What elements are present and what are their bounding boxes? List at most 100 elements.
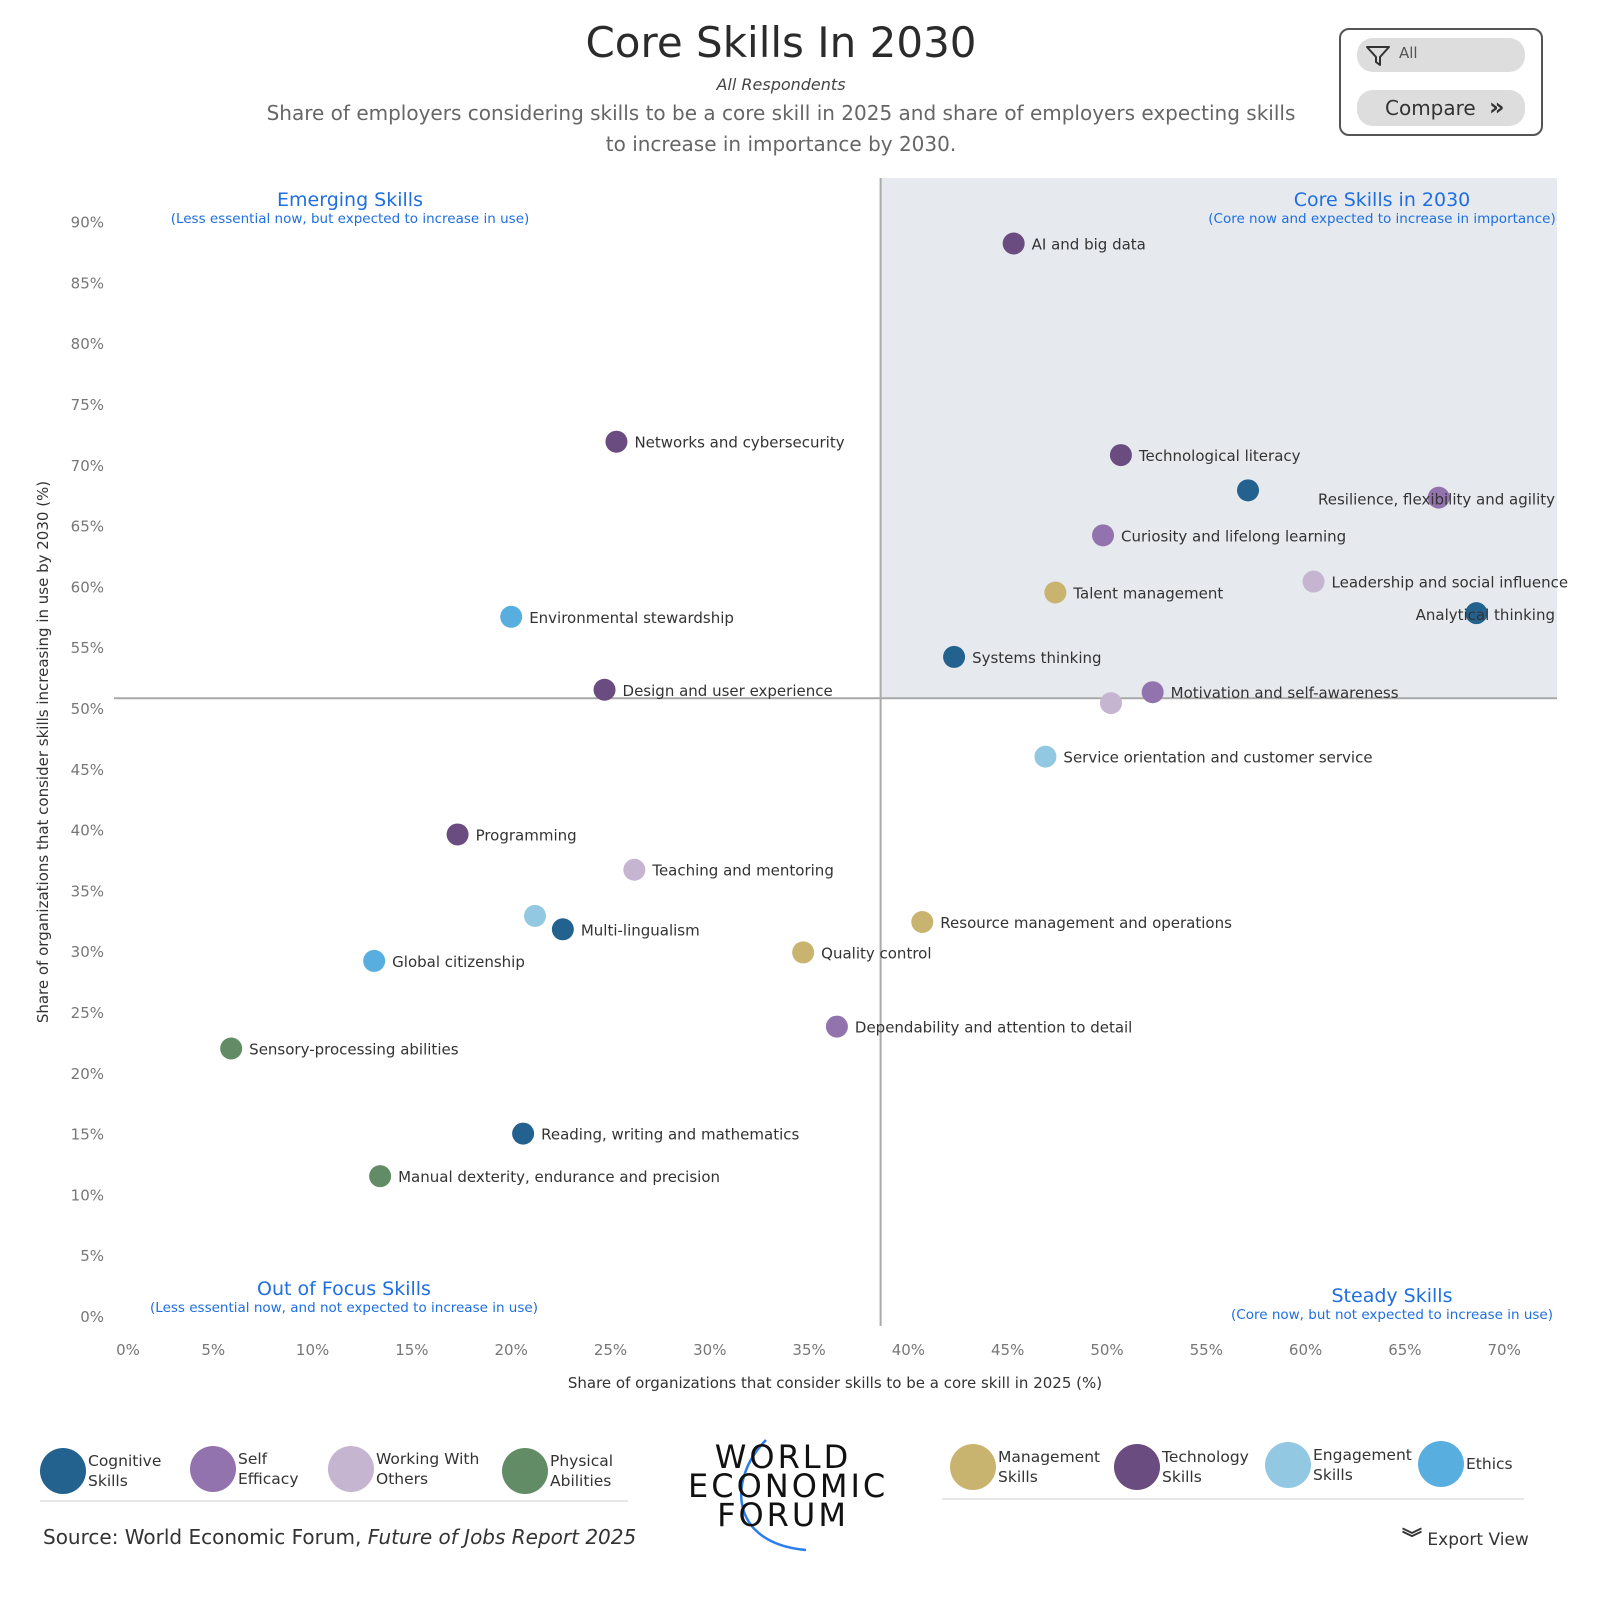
y-tick-label: 25% — [71, 1004, 104, 1022]
data-point — [1044, 581, 1067, 604]
data-point — [1427, 486, 1450, 509]
y-tick-label: 10% — [71, 1186, 104, 1204]
data-point — [1034, 745, 1057, 768]
data-label: Design and user experience — [623, 682, 833, 700]
legend-item[interactable]: Ethics — [1418, 1441, 1513, 1487]
x-tick-label: 20% — [495, 1341, 528, 1359]
legend-item[interactable]: Self Efficacy — [190, 1446, 299, 1492]
y-tick-label: 0% — [80, 1308, 104, 1326]
filter-value: All — [1399, 44, 1418, 62]
page-title: Core Skills In 2030 — [585, 18, 977, 67]
data-label: Reading, writing and mathematics — [541, 1126, 799, 1144]
wef-logo: WORLD ECONOMIC FORUM — [688, 1438, 885, 1558]
data-label: Manual dexterity, endurance and precisio… — [398, 1168, 720, 1186]
legend-swatch — [190, 1446, 236, 1492]
controls-panel: All Compare » — [1339, 28, 1543, 136]
export-view-button[interactable]: ︾ Export View — [1402, 1522, 1529, 1551]
page-description: Share of employers considering skills to… — [266, 101, 1296, 156]
y-tick-label: 85% — [71, 274, 104, 292]
data-label: Systems thinking — [972, 649, 1101, 667]
legend-item[interactable]: Management Skills — [950, 1444, 1100, 1490]
data-label: Resilience, flexibility and agility — [1318, 491, 1555, 509]
data-point — [1002, 232, 1025, 255]
legend-divider — [942, 1498, 1524, 1500]
data-point — [220, 1037, 243, 1060]
x-tick-label: 65% — [1388, 1341, 1421, 1359]
quadrant-title: Out of Focus Skills — [257, 1278, 431, 1300]
y-tick-label: 5% — [80, 1247, 104, 1265]
quadrant-label-emerging: Emerging Skills (Less essential now, but… — [150, 189, 550, 227]
compare-button[interactable]: Compare » — [1357, 90, 1525, 126]
legend-item[interactable]: Physical Abilities — [502, 1448, 613, 1494]
data-label: Leadership and social influence — [1332, 574, 1569, 592]
source-prefix: Source: World Economic Forum, — [43, 1525, 368, 1549]
quadrant-label-steady: Steady Skills (Core now, but not expecte… — [1210, 1285, 1574, 1323]
data-point — [825, 1015, 848, 1038]
quadrant-subtitle: (Less essential now, and not expected to… — [150, 1300, 538, 1316]
legend-label: Cognitive Skills — [88, 1452, 162, 1490]
data-point — [500, 605, 523, 628]
data-point — [1092, 524, 1115, 547]
y-tick-label: 15% — [71, 1126, 104, 1144]
legend-item[interactable]: Cognitive Skills — [40, 1448, 161, 1494]
data-label: Service orientation and customer service — [1063, 749, 1372, 767]
data-point — [551, 918, 574, 941]
data-point — [369, 1165, 392, 1188]
export-label: Export View — [1427, 1530, 1529, 1550]
data-label: Technological literacy — [1138, 447, 1301, 465]
legend-swatch — [502, 1448, 548, 1494]
data-point — [1141, 681, 1164, 704]
data-label: Multi-lingualism — [581, 921, 700, 939]
x-tick-label: 55% — [1190, 1341, 1223, 1359]
legend-swatch — [1418, 1441, 1464, 1487]
data-point — [911, 911, 934, 934]
data-point — [943, 645, 966, 668]
y-tick-label: 70% — [71, 457, 104, 475]
x-tick-label: 35% — [792, 1341, 825, 1359]
data-point — [1109, 444, 1132, 467]
quadrant-subtitle: (Core now and expected to increase in im… — [1208, 211, 1556, 227]
legend-label: Working With Others — [376, 1450, 480, 1488]
legend-label: Self Efficacy — [238, 1450, 299, 1488]
scatter-chart: 0% 5% 10% 15% 20% 25% 30% 35% 40% 45% 50% 55% 60% 65%… — [34, 178, 1569, 1392]
x-axis-label: Share of organizations that consider ski… — [568, 1374, 1102, 1392]
data-label: Quality control — [821, 944, 931, 962]
x-tick-label: 5% — [201, 1341, 225, 1359]
legend-label: Engagement Skills — [1313, 1446, 1412, 1484]
legend-swatch — [950, 1444, 996, 1490]
data-point — [1465, 602, 1488, 625]
legend-swatch — [328, 1446, 374, 1492]
data-label: Networks and cybersecurity — [634, 434, 844, 452]
legend-item[interactable]: Technology Skills — [1114, 1444, 1249, 1490]
data-label: Global citizenship — [392, 953, 525, 971]
double-chevron-right-icon: » — [1489, 93, 1505, 121]
data-point — [623, 858, 646, 881]
quadrant-title: Core Skills in 2030 — [1293, 189, 1471, 211]
legend-item[interactable]: Working With Others — [328, 1446, 479, 1492]
quadrant-title: Emerging Skills — [277, 189, 423, 211]
compare-label: Compare — [1385, 96, 1476, 120]
y-tick-label: 75% — [71, 396, 104, 414]
x-tick-label: 50% — [1090, 1341, 1123, 1359]
legend-swatch — [1265, 1442, 1311, 1488]
y-tick-label: 55% — [71, 639, 104, 657]
data-point — [593, 678, 616, 701]
data-label: Analytical thinking — [1416, 606, 1555, 624]
legend-divider — [40, 1500, 628, 1502]
y-tick-label: 35% — [71, 882, 104, 900]
data-label: Resource management and operations — [940, 914, 1232, 932]
y-tick-label: 60% — [71, 578, 104, 596]
data-label: AI and big data — [1032, 235, 1146, 253]
filter-dropdown[interactable]: All — [1357, 38, 1525, 72]
x-tick-label: 60% — [1289, 1341, 1322, 1359]
source-title: Future of Jobs Report 2025 — [367, 1525, 637, 1549]
legend-label: Management Skills — [998, 1448, 1101, 1486]
y-axis-label: Share of organizations that consider ski… — [34, 481, 52, 1023]
x-tick-label: 0% — [116, 1341, 140, 1359]
y-tick-label: 40% — [71, 822, 104, 840]
core-quadrant-shading — [880, 178, 1557, 699]
y-tick-label: 20% — [71, 1065, 104, 1083]
x-tick-label: 70% — [1488, 1341, 1521, 1359]
double-chevron-down-icon: ︾ — [1402, 1526, 1422, 1550]
legend-item[interactable]: Engagement Skills — [1265, 1442, 1412, 1488]
